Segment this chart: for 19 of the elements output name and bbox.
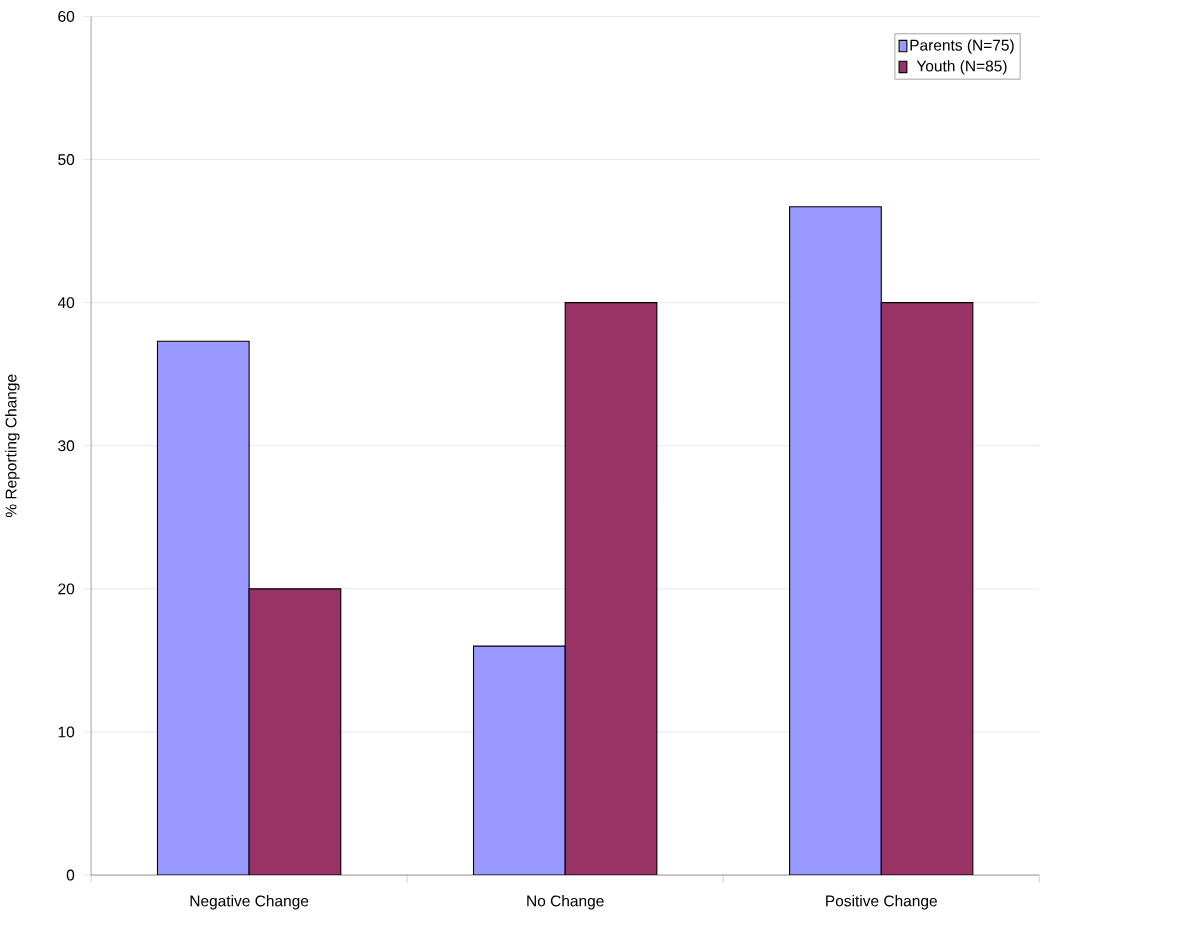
y-tick-label: 10 — [58, 726, 75, 738]
x-tick-label: Negative Change — [190, 894, 309, 910]
y-axis-title: % Reporting Change — [5, 374, 20, 517]
legend-label: Youth (N=85) — [916, 60, 1007, 75]
x-tick-label: No Change — [527, 894, 604, 910]
y-tick-label: 40 — [57, 297, 75, 309]
y-tick-label: 50 — [58, 153, 75, 165]
y-tick-label: 20 — [58, 583, 75, 595]
bar — [472, 645, 566, 875]
y-tick-label: 60 — [58, 10, 75, 22]
bar — [880, 301, 974, 875]
bar — [156, 340, 250, 875]
bar — [564, 301, 658, 875]
legend-label: Parents (N=75) — [910, 39, 1014, 54]
bar — [789, 206, 882, 875]
y-tick-label: 0 — [66, 869, 75, 881]
y-tick-label: 30 — [58, 440, 75, 452]
bar — [248, 588, 342, 875]
x-tick-label: Positive Change — [826, 894, 937, 910]
